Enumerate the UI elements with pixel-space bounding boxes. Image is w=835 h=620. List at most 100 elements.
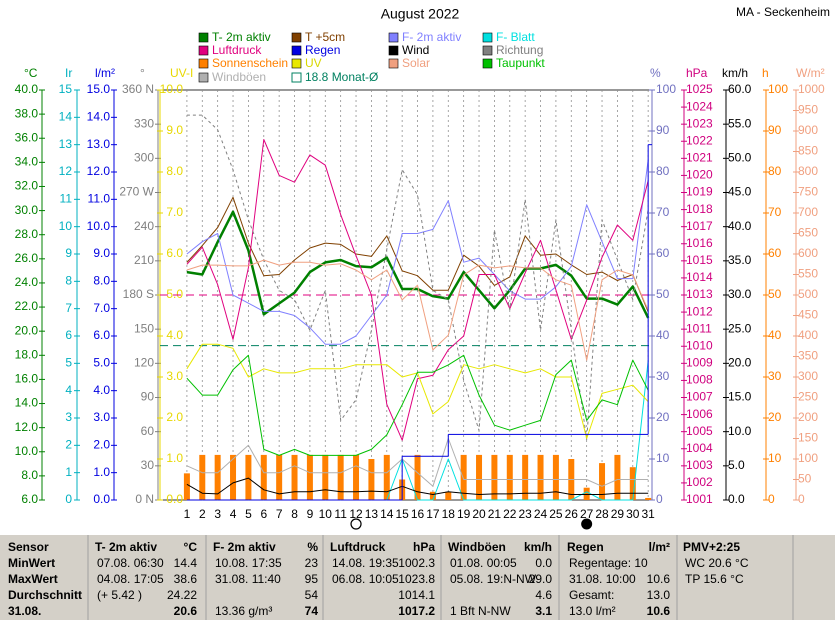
y-tick-label: 500 xyxy=(798,287,818,301)
legend-swatch xyxy=(198,72,209,83)
table-header: F- 2m aktiv xyxy=(213,540,276,554)
y-tick-label: 12.0 xyxy=(15,420,39,434)
y-tick-label: 950 xyxy=(798,103,818,117)
y-tick-label: 13.0 xyxy=(87,137,111,151)
x-tick-label: 2 xyxy=(199,507,206,521)
y-tick-label: 8.0 xyxy=(21,468,38,482)
table-cell: MinWert xyxy=(8,556,55,570)
legend-label: Sonnenschein xyxy=(212,56,288,70)
sunshine-bar xyxy=(368,459,375,500)
y-tick-label: 1022 xyxy=(686,133,713,147)
y-tick-label: 1006 xyxy=(686,407,713,421)
y-tick-label: 10 xyxy=(59,219,73,233)
y-tick-label: 1003 xyxy=(686,458,713,472)
y-tick-label: 0.0 xyxy=(166,492,183,506)
x-tick-label: 1 xyxy=(184,507,191,521)
table-cell: 31.08. xyxy=(8,604,41,618)
y-tick-label: 20 xyxy=(656,410,670,424)
y-tick-label: 30 xyxy=(656,369,670,383)
legend-label: Windböen xyxy=(212,70,266,84)
table-cell: 10.6 xyxy=(647,572,671,586)
x-tick-label: 29 xyxy=(611,507,625,521)
y-tick-label: 35.0 xyxy=(728,253,752,267)
sunshine-bar xyxy=(445,491,452,500)
y-tick-label: 0.0 xyxy=(728,492,745,506)
table-cell: 06.08. 10:05 xyxy=(332,572,399,586)
y-tick-label: 1005 xyxy=(686,424,713,438)
table-cell: 1023.8 xyxy=(398,572,435,586)
x-tick-label: 8 xyxy=(291,507,298,521)
y-tick-label: 34.0 xyxy=(15,155,39,169)
y-tick-label: 250 xyxy=(798,390,818,404)
y-tick-label: 28.0 xyxy=(15,227,39,241)
sunshine-bar xyxy=(230,454,237,500)
sunshine-bar xyxy=(353,454,360,500)
y-tick-label: 7 xyxy=(65,301,72,315)
y-tick-label: 650 xyxy=(798,226,818,240)
y-tick-label: 1008 xyxy=(686,373,713,387)
legend-label: F- 2m aktiv xyxy=(402,30,461,44)
y-tick-label: 30.0 xyxy=(728,287,752,301)
y-tick-label: 1020 xyxy=(686,168,713,182)
table-cell: 13.36 g/m³ xyxy=(215,604,272,618)
table-cell: 38.6 xyxy=(174,572,198,586)
x-tick-label: 20 xyxy=(472,507,486,521)
y-tick-label: 30 xyxy=(141,458,155,472)
y-tick-label: 24.0 xyxy=(15,275,39,289)
y-tick-label: 40.0 xyxy=(15,82,39,96)
y-tick-label: 750 xyxy=(798,185,818,199)
y-tick-label: 1013 xyxy=(686,287,713,301)
axis-unit: l/m² xyxy=(95,66,115,80)
y-tick-label: 800 xyxy=(798,164,818,178)
y-tick-label: 8 xyxy=(65,274,72,288)
x-tick-label: 6 xyxy=(260,507,267,521)
x-tick-label: 7 xyxy=(276,507,283,521)
series-line xyxy=(186,139,649,441)
table-cell: 07.08. 06:30 xyxy=(97,556,164,570)
x-tick-label: 23 xyxy=(518,507,532,521)
legend-swatch xyxy=(388,45,399,56)
axis-unit: % xyxy=(650,66,661,80)
sunshine-bar xyxy=(260,454,267,500)
y-tick-label: 210 xyxy=(134,253,154,267)
table-cell: 31.08. 10:00 xyxy=(569,572,636,586)
y-tick-label: 40.0 xyxy=(728,219,752,233)
y-tick-label: 60 xyxy=(141,424,155,438)
y-tick-label: 550 xyxy=(798,267,818,281)
table-cell: 74 xyxy=(305,604,319,618)
y-tick-label: 40 xyxy=(768,328,782,342)
y-tick-label: 4.0 xyxy=(166,328,183,342)
y-tick-label: 55.0 xyxy=(728,116,752,130)
y-tick-label: 1010 xyxy=(686,338,713,352)
y-tick-label: 9.0 xyxy=(93,246,110,260)
new-moon xyxy=(581,518,593,530)
y-tick-label: 1004 xyxy=(686,441,713,455)
legend-swatch xyxy=(198,58,209,69)
legend-label: Regen xyxy=(305,43,340,57)
y-tick-label: 600 xyxy=(798,246,818,260)
x-tick-label: 11 xyxy=(334,507,347,521)
y-tick-label: 20.0 xyxy=(15,323,39,337)
table-cell: 04.08. 17:05 xyxy=(97,572,164,586)
y-tick-label: 3.0 xyxy=(166,369,183,383)
y-tick-label: 6.0 xyxy=(21,492,38,506)
table-cell: MaxWert xyxy=(8,572,58,586)
y-tick-label: 0 xyxy=(798,492,805,506)
legend-label: Luftdruck xyxy=(212,43,262,57)
y-tick-label: 50 xyxy=(798,472,812,486)
y-tick-label: 1015 xyxy=(686,253,713,267)
y-tick-label: 450 xyxy=(798,308,818,322)
table-header: PMV+2:25 xyxy=(683,540,740,554)
y-tick-label: 180 S xyxy=(123,287,154,301)
legend-swatch xyxy=(482,45,493,56)
table-cell: 4.6 xyxy=(535,588,552,602)
y-tick-label: 16.0 xyxy=(15,372,39,386)
table-cell: 13.0 xyxy=(647,588,671,602)
table-cell: 13.0 l/m² xyxy=(569,604,616,618)
y-tick-label: 1018 xyxy=(686,202,713,216)
legend-label: 18.8 Monat-Ø xyxy=(305,70,378,84)
axis-unit: °C xyxy=(24,66,38,80)
legend-swatch xyxy=(482,32,493,43)
x-tick-label: 5 xyxy=(245,507,252,521)
y-tick-label: 2 xyxy=(65,438,72,452)
